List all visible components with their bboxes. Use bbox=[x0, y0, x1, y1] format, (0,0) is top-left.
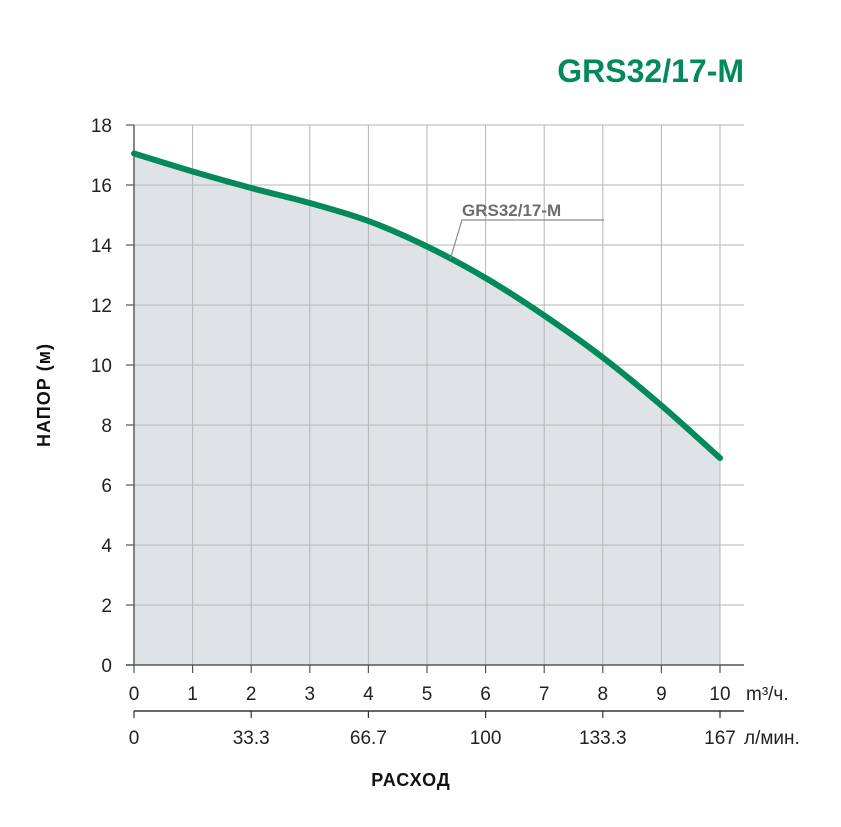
y-axis-title: НАПОР (м) bbox=[34, 343, 54, 447]
x-tick-label: 0 bbox=[129, 684, 140, 705]
x2-tick-label: 0 bbox=[129, 728, 140, 749]
x2-unit-label: л/мин. bbox=[744, 728, 800, 749]
x-tick-label: 1 bbox=[187, 684, 198, 705]
performance-curve-line bbox=[131, 150, 723, 461]
y-tick-label: 10 bbox=[91, 356, 112, 377]
x-tick-label: 6 bbox=[480, 684, 491, 705]
x-tick-label: 4 bbox=[363, 684, 374, 705]
x2-tick-label: 33.3 bbox=[233, 728, 270, 749]
x2-tick-label: 66.7 bbox=[350, 728, 387, 749]
x-tick-label: 10 bbox=[709, 684, 730, 705]
x-tick-label: 5 bbox=[422, 684, 433, 705]
y-tick-label: 12 bbox=[91, 296, 112, 317]
x-unit-label: m³/ч. bbox=[746, 684, 789, 705]
y-tick-label: 2 bbox=[101, 596, 112, 617]
grid-layer bbox=[134, 124, 744, 665]
y-tick-label: 6 bbox=[101, 476, 112, 497]
x-tick-label: 9 bbox=[656, 684, 667, 705]
x2-tick-label: 167 bbox=[704, 728, 736, 749]
x-tick-label: 2 bbox=[246, 684, 257, 705]
y-tick-label: 0 bbox=[101, 656, 112, 677]
x2-tick-label: 133.3 bbox=[579, 728, 627, 749]
y-tick-label: 16 bbox=[91, 176, 112, 197]
x-tick-label: 3 bbox=[305, 684, 316, 705]
series-label: GRS32/17-M bbox=[462, 201, 561, 220]
x-tick-label: 7 bbox=[539, 684, 550, 705]
axis-layer bbox=[126, 124, 744, 718]
y-tick-label: 18 bbox=[91, 116, 112, 137]
y-tick-label: 4 bbox=[101, 536, 112, 557]
series-leader-line bbox=[449, 219, 604, 259]
x-axis-title: РАСХОД bbox=[371, 770, 450, 790]
x-tick-label: 8 bbox=[598, 684, 609, 705]
line-layer bbox=[131, 150, 723, 461]
y-tick-label: 14 bbox=[91, 236, 113, 257]
chart-title: GRS32/17-M bbox=[557, 53, 744, 89]
x2-tick-label: 100 bbox=[470, 728, 502, 749]
y-tick-label: 8 bbox=[101, 416, 112, 437]
